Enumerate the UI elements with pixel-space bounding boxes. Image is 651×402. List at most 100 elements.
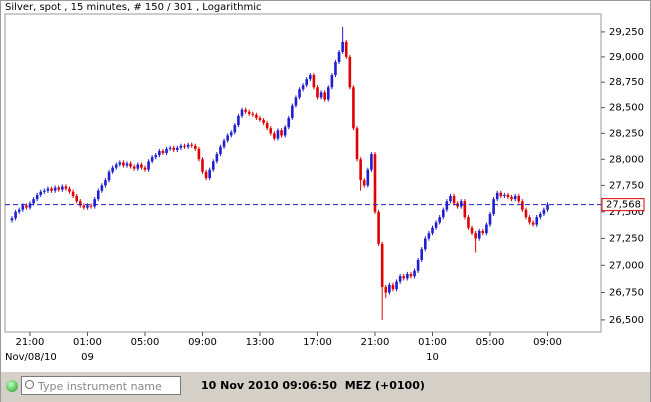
candle-body — [154, 155, 158, 158]
candle-body — [204, 171, 208, 179]
candle-body — [316, 87, 319, 98]
candle-body — [132, 166, 136, 169]
candle-body — [136, 164, 140, 169]
candle-body — [247, 111, 251, 114]
candle-body — [377, 211, 380, 244]
candle-body — [165, 148, 168, 154]
y-tick-label: 27,500 — [609, 207, 644, 218]
candle-body — [233, 125, 237, 133]
y-tick-label: 27,000 — [609, 260, 644, 271]
candle-body — [208, 169, 211, 179]
chart-title: Silver, spot , 15 minutes, # 150 / 301 ,… — [5, 2, 261, 13]
x-tick-label: 01:00 — [418, 337, 447, 348]
candle-body — [542, 209, 546, 214]
candle-body — [510, 197, 513, 200]
candle-body — [323, 92, 326, 100]
candle-body — [513, 195, 517, 200]
last-price-box — [601, 198, 645, 212]
candle-body — [427, 233, 431, 239]
candle-body — [470, 227, 474, 234]
date-label: 09 — [81, 352, 94, 363]
candle-body — [287, 117, 291, 128]
candle-body — [39, 191, 43, 195]
candle-body — [251, 113, 255, 115]
candle-body — [129, 163, 132, 167]
candle-body — [352, 87, 355, 129]
candle-body — [237, 115, 240, 126]
candle-body — [398, 276, 402, 282]
candle-body — [474, 233, 477, 239]
candle-body — [100, 185, 104, 191]
candle-body — [366, 169, 370, 186]
search-icon — [25, 380, 34, 389]
date-label: Nov/08/10 — [5, 352, 57, 363]
x-tick-label: 05:00 — [131, 337, 160, 348]
candle-body — [492, 199, 495, 214]
candle-body — [229, 132, 233, 136]
candle-body — [111, 167, 114, 172]
candle-body — [64, 186, 68, 189]
candle-body — [373, 154, 377, 212]
candle-body — [140, 164, 143, 168]
y-tick-label: 27,750 — [609, 180, 644, 191]
plot-area — [4, 13, 602, 333]
candle-body — [61, 186, 64, 190]
chart: Silver, spot , 15 minutes, # 150 / 301 ,… — [4, 2, 645, 363]
status-text: 10 Nov 2010 09:06:50 MEZ (+0100) — [201, 379, 425, 392]
candle-body — [477, 230, 481, 239]
candle-body — [269, 128, 273, 134]
candle-body — [481, 230, 485, 234]
candle-body — [521, 201, 524, 210]
status-indicator[interactable] — [6, 380, 18, 392]
candle-body — [161, 150, 165, 154]
candle-body — [485, 224, 488, 234]
candle-body — [190, 144, 193, 146]
y-tick-label: 28,000 — [609, 154, 644, 165]
x-tick-label: 17:00 — [303, 337, 332, 348]
candle-body — [395, 281, 398, 290]
candle-body — [409, 274, 413, 277]
candle-body — [362, 180, 366, 186]
candle-body — [219, 146, 222, 155]
candle-body — [312, 75, 316, 88]
candle-body — [334, 61, 337, 76]
x-tick-label: 01:00 — [73, 337, 102, 348]
x-tick-label: 21:00 — [16, 337, 45, 348]
candle-body — [255, 114, 258, 118]
candle-body — [434, 222, 438, 228]
search-input[interactable]: Type instrument name — [21, 376, 181, 395]
candle-body — [211, 161, 215, 170]
candle-body — [291, 105, 294, 118]
candle-body — [441, 209, 445, 218]
candle-body — [546, 204, 549, 210]
candle-body — [176, 147, 179, 150]
candle-body — [43, 190, 46, 192]
candle-body — [86, 205, 89, 208]
candle-body — [125, 163, 129, 166]
candle-body — [186, 144, 190, 147]
x-tick-label: 09:00 — [188, 337, 217, 348]
candle-body — [503, 194, 506, 196]
y-tick-label: 29,250 — [609, 27, 644, 38]
candle-body — [319, 92, 323, 98]
candle-body — [330, 75, 334, 88]
candle-body — [122, 162, 125, 166]
candle-body — [355, 128, 359, 160]
candle-body — [495, 192, 499, 200]
x-tick-label: 05:00 — [476, 337, 505, 348]
candle-body — [57, 187, 61, 190]
candle-body — [68, 188, 71, 192]
candle-body — [32, 199, 35, 204]
candle-body — [118, 162, 122, 165]
candle-body — [388, 284, 391, 293]
candle-body — [273, 133, 276, 139]
candle-body — [348, 56, 352, 88]
candle-body — [240, 109, 244, 116]
candle-body — [341, 41, 344, 52]
candle-body — [89, 205, 93, 207]
candle-body — [150, 157, 154, 162]
candle-body — [337, 51, 341, 62]
candle-body — [17, 209, 21, 212]
candle-body — [71, 191, 75, 196]
